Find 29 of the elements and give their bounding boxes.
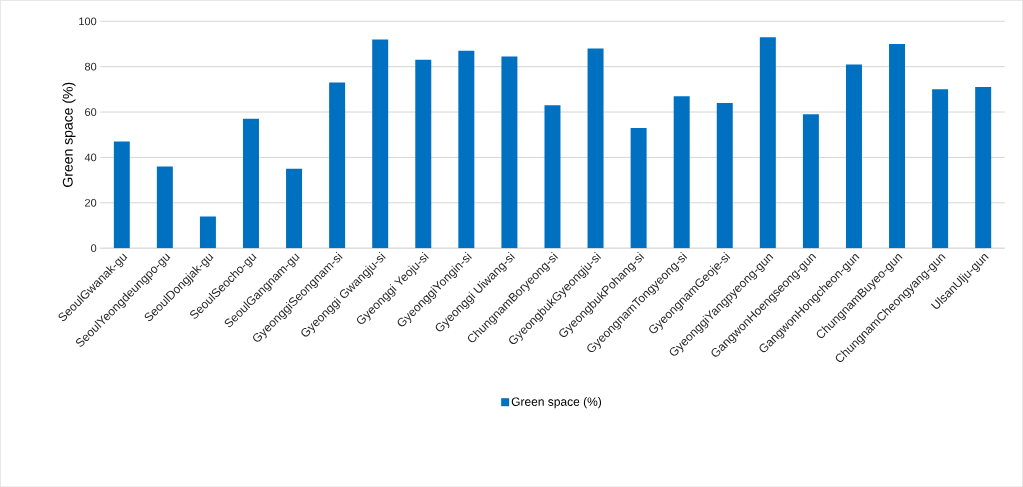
bar bbox=[975, 86, 992, 248]
y-tick-label: 0 bbox=[91, 244, 97, 252]
bar bbox=[242, 118, 259, 248]
bar bbox=[630, 127, 647, 248]
bar bbox=[759, 37, 776, 248]
y-tick-label: 100 bbox=[79, 17, 97, 26]
bar bbox=[286, 168, 303, 248]
bar bbox=[716, 102, 733, 248]
bar bbox=[544, 105, 561, 248]
y-tick-label: 20 bbox=[85, 198, 97, 207]
bar bbox=[113, 141, 130, 248]
bar bbox=[156, 166, 173, 248]
bar bbox=[932, 89, 949, 248]
y-tick-label: 80 bbox=[84, 62, 97, 71]
y-axis-title: Green space (%) bbox=[62, 82, 76, 187]
bar bbox=[845, 64, 862, 248]
bar bbox=[889, 43, 906, 248]
bar bbox=[199, 216, 216, 248]
y-tick-label: 60 bbox=[85, 108, 97, 116]
bar bbox=[802, 114, 819, 248]
legend-label: Green space (%) bbox=[511, 396, 602, 409]
y-tick-label: 40 bbox=[84, 153, 97, 162]
bar bbox=[415, 59, 432, 248]
bar bbox=[587, 48, 604, 248]
bar bbox=[372, 39, 389, 248]
bar bbox=[673, 96, 690, 248]
bar bbox=[458, 50, 475, 248]
bar bbox=[329, 82, 346, 248]
bar bbox=[501, 56, 518, 248]
